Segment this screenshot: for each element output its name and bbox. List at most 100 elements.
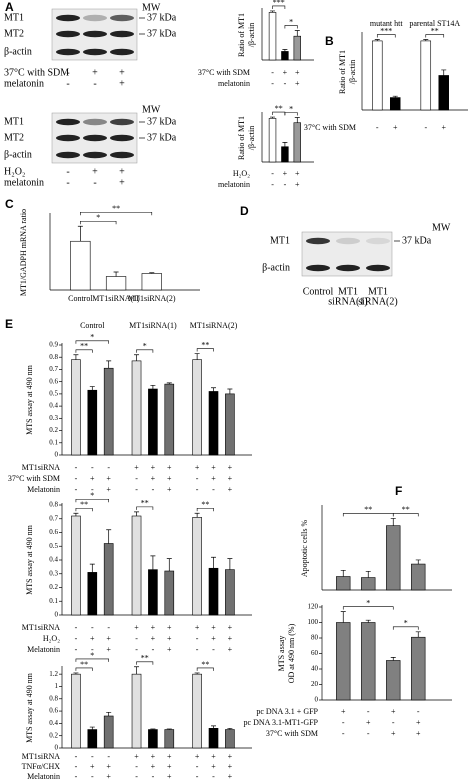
blot-row-label: β-actin (262, 262, 290, 273)
blot-band (83, 118, 107, 126)
significance-bracket (75, 340, 109, 344)
condition-sign: - (75, 645, 78, 654)
error-bar (73, 512, 79, 516)
blot-band (83, 134, 107, 142)
bar (103, 543, 114, 616)
condition-sign: + (211, 474, 216, 483)
condition-sign: + (151, 634, 156, 643)
y-tick-label: 0.5 (49, 389, 58, 397)
condition-sign: + (167, 762, 172, 771)
y-tick-label: 1 (55, 682, 59, 690)
y-tick-label: 0.6 (49, 707, 58, 715)
bar (164, 383, 175, 456)
condition-sign: - (91, 463, 94, 472)
blot-band (83, 48, 107, 56)
condition-sign: + (106, 762, 111, 771)
error-bar (150, 384, 156, 389)
significance-label: ** (80, 660, 88, 669)
condition-sign: + (416, 718, 421, 727)
y-axis-label: Ratio of MT1 (338, 50, 347, 94)
significance-bracket (136, 349, 154, 353)
condition-sign: - (152, 485, 155, 494)
condition-sign: - (66, 177, 69, 188)
condition-sign: - (91, 485, 94, 494)
condition-sign: - (196, 485, 199, 494)
condition-sign: + (106, 474, 111, 483)
condition-sign: + (283, 68, 288, 77)
error-bar (390, 518, 396, 526)
panel-label: C (5, 197, 14, 211)
error-bar (73, 672, 79, 675)
condition-sign: + (134, 463, 139, 472)
significance-bracket (392, 626, 419, 630)
condition-sign: + (151, 752, 156, 761)
bar (87, 389, 98, 456)
bar (225, 569, 235, 616)
blot-band (110, 134, 134, 142)
error-bar (282, 142, 288, 147)
significance-bracket (342, 606, 394, 610)
y-tick-label: 100 (308, 618, 319, 626)
condition-sign: - (284, 180, 287, 189)
error-bar (134, 666, 140, 675)
condition-sign: + (211, 634, 216, 643)
condition-label: 37°C with SDM (8, 474, 60, 483)
significance-label: * (289, 104, 293, 113)
bar (225, 393, 235, 456)
condition-sign: + (393, 123, 398, 132)
y-axis-label: /β-actin (348, 60, 357, 85)
significance-bracket (75, 507, 93, 512)
bar (386, 660, 401, 701)
error-bar (134, 354, 140, 361)
condition-sign: + (106, 485, 111, 494)
y-tick-label: 0.3 (49, 569, 58, 577)
significance-label: ** (141, 499, 149, 508)
y-tick-label: 0.1 (49, 597, 58, 605)
condition-label: MT1siRNA (22, 623, 60, 632)
y-tick-label: 0.4 (49, 556, 58, 564)
condition-label: melatonin (218, 79, 250, 88)
condition-sign: - (417, 707, 420, 716)
condition-sign: + (366, 718, 371, 727)
condition-sign: - (271, 169, 274, 178)
y-axis-label: MTS assay at 490 nm (25, 524, 34, 595)
condition-label: melatonin (4, 177, 44, 188)
error-bar (150, 555, 156, 570)
error-bar (149, 272, 155, 274)
error-bar (150, 728, 156, 730)
bar (164, 570, 175, 616)
blot-band (366, 237, 390, 245)
condition-sign: - (75, 634, 78, 643)
condition-sign: - (75, 623, 78, 632)
condition-sign: - (152, 772, 155, 781)
condition-sign: + (106, 772, 111, 781)
y-tick-label: 60 (311, 649, 319, 657)
condition-sign: - (367, 729, 370, 738)
condition-sign: + (295, 180, 300, 189)
condition-sign: + (228, 634, 233, 643)
condition-sign: - (107, 752, 110, 761)
error-bar (211, 387, 217, 392)
y-tick-label: 0.6 (49, 377, 58, 385)
error-bar (374, 39, 380, 41)
error-bar (73, 354, 79, 360)
condition-sign: + (167, 752, 172, 761)
blot-band (110, 30, 134, 38)
condition-sign: - (212, 485, 215, 494)
significance-label: * (289, 17, 293, 26)
blot-band (83, 30, 107, 38)
error-bar (270, 10, 276, 13)
condition-sign: + (228, 463, 233, 472)
error-bar (166, 728, 172, 730)
condition-label: 37°C with SDM (4, 67, 69, 78)
condition-sign: - (196, 634, 199, 643)
significance-bracket (136, 506, 154, 510)
panel-label: A (5, 0, 14, 14)
y-axis-label: MT1/GADPH mRNA ratio (19, 209, 28, 296)
y-tick-label: 1.2 (49, 670, 58, 678)
significance-bracket (196, 667, 214, 671)
bar (293, 35, 301, 61)
significance-label: * (90, 333, 94, 342)
